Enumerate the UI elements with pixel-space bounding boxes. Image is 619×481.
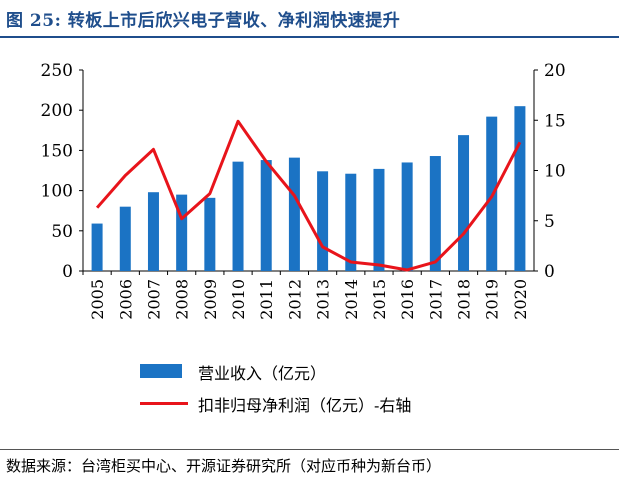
data-source: 数据来源：台湾柜买中心、开源证券研究所（对应币种为新台币）: [6, 457, 442, 475]
bar-2007: [147, 192, 159, 271]
x-tick-label: 2014: [342, 279, 361, 320]
y-right-tick-label: 15: [544, 111, 566, 131]
bar-2005: [91, 223, 103, 271]
legend-swatch-bar: [140, 364, 182, 378]
bar-2011: [260, 160, 272, 271]
bar-2020: [514, 106, 526, 272]
y-right-tick-label: 20: [544, 61, 566, 81]
plot-area: 0 50 100 150 200 250 0 5 10 15 20 2005 2006 2007 2008 2…: [41, 61, 566, 320]
figure-title: 图 25: 转板上市后欣兴电子营收、净利润快速提升: [6, 11, 401, 31]
x-tick-label: 2017: [426, 279, 445, 320]
x-tick-label: 2016: [398, 279, 417, 320]
bar-2012: [288, 157, 300, 271]
bar-2013: [317, 171, 329, 271]
y-left-tick-label: 0: [62, 262, 73, 282]
x-tick-label: 2015: [370, 279, 389, 320]
legend-label-profit: 扣非归母净利润（亿元）-右轴: [198, 396, 412, 415]
title-underline: [0, 36, 619, 38]
x-tick-label: 2006: [116, 279, 135, 320]
x-tick-label: 2018: [455, 279, 474, 320]
x-tick-label: 2019: [483, 279, 502, 320]
x-tick-label: 2009: [201, 279, 220, 320]
legend-label-revenue: 营业收入（亿元）: [198, 364, 327, 383]
bar-2009: [204, 197, 216, 271]
y-left-tick-label: 100: [41, 182, 73, 202]
bar-2015: [373, 168, 385, 271]
bar-2016: [401, 162, 413, 271]
chart: 0 50 100 150 200 250 0 5 10 15 20 2005 2006 2007 2008 2…: [41, 61, 566, 320]
x-tick-label: 2020: [511, 279, 530, 320]
y-right-tick-label: 5: [544, 212, 555, 232]
y-left-tick-label: 200: [41, 101, 73, 121]
y-right-tick-label: 10: [544, 162, 566, 182]
bar-2018: [458, 135, 470, 271]
x-tick-label: 2012: [285, 279, 304, 320]
x-tick-label: 2011: [257, 279, 276, 320]
x-tick-label: 2008: [173, 279, 192, 320]
legend-swatch-line: [140, 402, 188, 405]
profit-line: [95, 119, 522, 272]
y-left-tick-label: 50: [51, 222, 73, 242]
x-tick-label: 2013: [314, 279, 333, 320]
bar-2017: [429, 156, 441, 271]
x-tick-label: 2010: [229, 279, 248, 320]
x-tick-label: 2005: [88, 279, 107, 320]
bar-2014: [345, 173, 357, 271]
x-tick-label: 2007: [144, 279, 163, 320]
source-divider: [0, 449, 619, 450]
bar-2008: [176, 194, 188, 271]
y-right-tick-label: 0: [544, 262, 555, 282]
y-left-tick-label: 150: [41, 141, 73, 161]
y-left-tick-label: 250: [41, 61, 73, 81]
bar-2006: [119, 206, 131, 271]
bar-2010: [232, 161, 244, 271]
